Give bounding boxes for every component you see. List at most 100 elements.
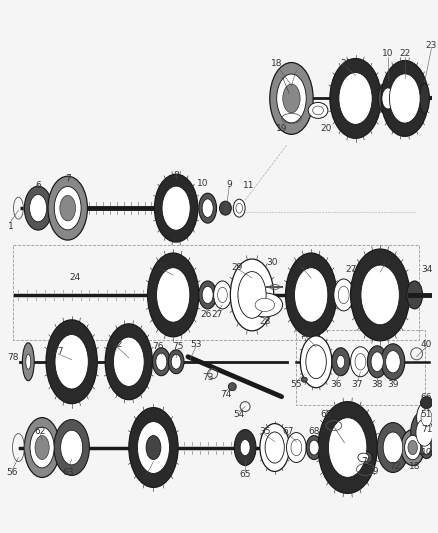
Text: 27: 27 <box>345 265 356 274</box>
Ellipse shape <box>405 435 421 460</box>
Ellipse shape <box>382 88 394 109</box>
Text: 25: 25 <box>158 263 169 272</box>
Text: 21: 21 <box>340 59 351 68</box>
Ellipse shape <box>219 201 231 215</box>
Text: 71: 71 <box>421 425 432 434</box>
Ellipse shape <box>339 72 372 124</box>
Ellipse shape <box>105 324 152 400</box>
Text: 30: 30 <box>266 257 278 266</box>
Text: 62: 62 <box>35 427 46 436</box>
Text: 22: 22 <box>399 49 410 58</box>
Ellipse shape <box>283 84 300 113</box>
Ellipse shape <box>199 281 216 309</box>
Text: 1: 1 <box>8 222 14 231</box>
Ellipse shape <box>306 435 322 459</box>
Ellipse shape <box>389 74 420 123</box>
Ellipse shape <box>383 432 403 463</box>
Ellipse shape <box>300 336 332 387</box>
Ellipse shape <box>318 402 377 494</box>
Circle shape <box>228 383 236 391</box>
Text: 36: 36 <box>330 380 342 389</box>
Ellipse shape <box>381 344 405 379</box>
Text: 74: 74 <box>220 390 231 399</box>
Text: 78: 78 <box>7 353 18 362</box>
Ellipse shape <box>350 347 370 377</box>
Ellipse shape <box>230 259 274 331</box>
Ellipse shape <box>54 419 89 475</box>
Text: 6: 6 <box>35 181 41 190</box>
Text: 29: 29 <box>232 263 243 272</box>
Ellipse shape <box>337 356 345 368</box>
Ellipse shape <box>199 193 216 223</box>
Ellipse shape <box>48 176 88 240</box>
Text: 10: 10 <box>197 179 208 188</box>
Ellipse shape <box>378 82 398 116</box>
Text: 20: 20 <box>320 124 332 133</box>
Text: 34: 34 <box>421 265 432 274</box>
Text: 9: 9 <box>226 180 232 189</box>
Ellipse shape <box>260 424 290 472</box>
Ellipse shape <box>401 430 424 465</box>
Text: 39: 39 <box>387 380 399 389</box>
Text: 73: 73 <box>202 373 213 382</box>
Ellipse shape <box>146 435 161 459</box>
Ellipse shape <box>420 437 433 458</box>
Ellipse shape <box>420 84 429 114</box>
Ellipse shape <box>416 419 433 446</box>
Text: 63: 63 <box>62 468 74 477</box>
Ellipse shape <box>358 453 369 462</box>
Text: 18: 18 <box>271 59 283 68</box>
Ellipse shape <box>411 410 438 455</box>
Ellipse shape <box>286 433 306 463</box>
Ellipse shape <box>162 186 190 230</box>
Ellipse shape <box>417 402 436 433</box>
Text: 26: 26 <box>200 310 212 319</box>
Text: 51: 51 <box>421 410 432 419</box>
Ellipse shape <box>55 335 88 389</box>
Ellipse shape <box>202 199 213 217</box>
Ellipse shape <box>286 253 337 337</box>
Text: 10: 10 <box>421 448 432 457</box>
Ellipse shape <box>407 281 423 309</box>
Ellipse shape <box>361 265 399 325</box>
Ellipse shape <box>30 195 47 222</box>
Ellipse shape <box>238 272 266 318</box>
Ellipse shape <box>113 337 144 386</box>
Text: 55: 55 <box>291 380 302 389</box>
Text: 75: 75 <box>173 342 184 351</box>
Ellipse shape <box>332 348 350 376</box>
Text: 54: 54 <box>233 410 245 419</box>
Ellipse shape <box>22 343 34 381</box>
Text: 7: 7 <box>65 174 71 183</box>
Text: 28: 28 <box>259 317 271 326</box>
Text: 67: 67 <box>283 427 294 436</box>
Text: 10: 10 <box>382 49 394 58</box>
Ellipse shape <box>334 279 353 311</box>
Ellipse shape <box>214 281 231 309</box>
Text: 53: 53 <box>190 340 201 349</box>
Ellipse shape <box>148 253 199 337</box>
Ellipse shape <box>30 427 54 468</box>
Text: 35: 35 <box>300 330 312 340</box>
Text: 69: 69 <box>367 467 379 476</box>
Ellipse shape <box>152 348 170 376</box>
Text: 52: 52 <box>111 340 123 349</box>
Text: 8: 8 <box>173 171 179 180</box>
Ellipse shape <box>371 352 383 372</box>
Ellipse shape <box>240 440 250 456</box>
Text: 64: 64 <box>141 473 152 482</box>
Ellipse shape <box>234 430 256 465</box>
Ellipse shape <box>306 345 326 378</box>
Ellipse shape <box>26 354 31 369</box>
Text: 66: 66 <box>421 393 432 402</box>
Text: 38: 38 <box>371 380 383 389</box>
Text: 65: 65 <box>240 470 251 479</box>
Ellipse shape <box>421 409 432 426</box>
Text: 27: 27 <box>212 310 223 319</box>
Text: 76: 76 <box>152 342 164 351</box>
Ellipse shape <box>294 268 328 322</box>
Ellipse shape <box>385 351 400 373</box>
Text: 56: 56 <box>7 468 18 477</box>
Ellipse shape <box>308 102 328 118</box>
Text: 37: 37 <box>352 380 363 389</box>
